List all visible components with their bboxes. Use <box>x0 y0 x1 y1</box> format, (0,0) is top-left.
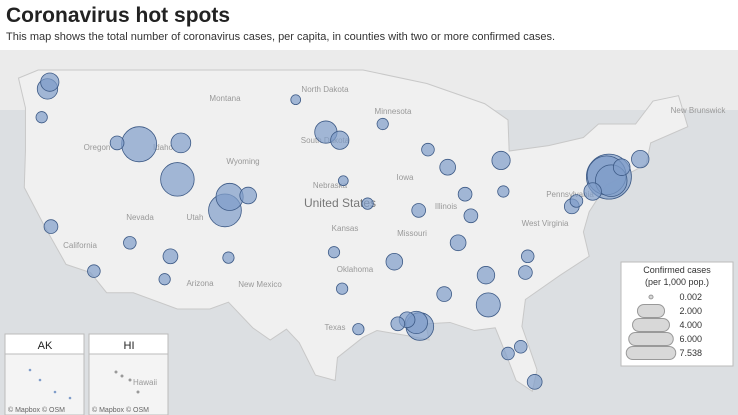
state-label: New Mexico <box>238 280 282 289</box>
hot-spot <box>222 251 235 264</box>
inset-place: Hawaii <box>133 378 157 387</box>
legend-size <box>648 294 654 300</box>
title: Coronavirus hot spots <box>6 4 231 27</box>
inset-header <box>4 333 85 355</box>
legend-size <box>632 318 670 332</box>
state-label: North Dakota <box>301 85 349 94</box>
inset-label: HI <box>124 340 135 352</box>
ak-spot <box>38 378 42 382</box>
state-label: Montana <box>209 94 241 103</box>
hot-spot <box>439 158 456 176</box>
hot-spot <box>457 186 473 202</box>
hot-spot <box>526 374 543 390</box>
hot-spot <box>160 162 195 197</box>
state-label: Arizona <box>186 279 214 288</box>
inset-header <box>88 333 169 355</box>
hot-spot <box>158 273 171 286</box>
island <box>114 370 118 374</box>
state-label: Nevada <box>126 213 154 222</box>
state-label: Kansas <box>332 224 359 233</box>
hot-spot <box>40 72 60 92</box>
legend-size <box>625 346 677 360</box>
hot-spot <box>475 292 501 318</box>
hot-spot <box>290 94 302 106</box>
hot-spot <box>215 182 244 211</box>
legend-label: 0.002 <box>679 292 702 302</box>
hot-spot <box>109 135 125 151</box>
hot-spot <box>463 208 479 224</box>
hot-spot <box>336 282 349 295</box>
hot-spot <box>569 194 584 208</box>
legend-size <box>636 304 666 318</box>
state-label: United States <box>304 196 376 210</box>
hot-spot <box>35 111 48 124</box>
legend-subtitle: (per 1,000 pop.) <box>645 277 709 287</box>
state-label: Missouri <box>397 229 427 238</box>
hot-spot <box>327 246 341 259</box>
hot-spot <box>436 286 453 302</box>
state-label: West Virginia <box>522 219 569 228</box>
state-label: California <box>63 241 97 250</box>
legend-label: 6.000 <box>679 334 702 344</box>
hot-spot <box>43 219 59 234</box>
hot-spot <box>170 132 192 154</box>
state-label: Idaho <box>153 143 174 152</box>
state-label: Iowa <box>397 173 414 182</box>
credit: © Mapbox © OSM <box>8 406 65 414</box>
legend-size <box>628 332 674 346</box>
hot-spot <box>352 323 365 336</box>
subtitle: This map shows the total number of coron… <box>6 31 556 43</box>
state-label: Minnesota <box>375 107 412 116</box>
ak-spot <box>28 368 32 372</box>
hot-spot <box>411 203 426 218</box>
hot-spot <box>612 158 631 176</box>
hot-spot <box>376 117 389 131</box>
hot-spot <box>520 249 535 264</box>
ak-spot <box>53 390 57 394</box>
hot-spot <box>123 236 137 250</box>
hot-spot <box>421 142 435 157</box>
hot-spot <box>121 126 158 163</box>
state-label: Illinois <box>435 202 457 211</box>
legend-label: 4.000 <box>679 320 702 330</box>
hot-spot <box>583 182 602 201</box>
legend-title: Confirmed cases <box>643 265 711 275</box>
hot-spot <box>239 186 257 205</box>
island <box>128 378 132 382</box>
hot-spot <box>390 316 406 332</box>
hot-spot <box>385 252 404 271</box>
state-label: Nebraska <box>313 181 348 190</box>
hot-spot <box>476 266 496 285</box>
hot-spot <box>497 185 510 198</box>
ak-spot <box>68 396 72 400</box>
hot-spot <box>501 346 515 361</box>
state-label: Wyoming <box>226 157 259 166</box>
state-label: Oklahoma <box>337 265 374 274</box>
hot-spot <box>337 175 349 187</box>
state-label: New Brunswick <box>671 106 727 115</box>
credit: © Mapbox © OSM <box>92 406 149 414</box>
state-label: Pennsylvania <box>546 190 594 199</box>
island <box>120 374 124 378</box>
inset-label: AK <box>38 340 53 352</box>
hot-spot <box>87 264 101 278</box>
hot-spot <box>361 197 374 210</box>
island <box>136 390 140 394</box>
hot-spot <box>449 234 467 252</box>
state-label: Utah <box>187 213 204 222</box>
hot-spot <box>162 248 179 265</box>
state-label: Texas <box>325 323 346 332</box>
legend-label: 7.538 <box>679 348 702 358</box>
state-label: Oregon <box>84 143 111 152</box>
hot-spot <box>491 150 511 170</box>
hot-spot <box>518 265 533 280</box>
hot-spot <box>514 340 528 354</box>
hot-spot <box>631 149 650 169</box>
legend-label: 2.000 <box>679 306 702 316</box>
hot-spot <box>330 130 350 150</box>
